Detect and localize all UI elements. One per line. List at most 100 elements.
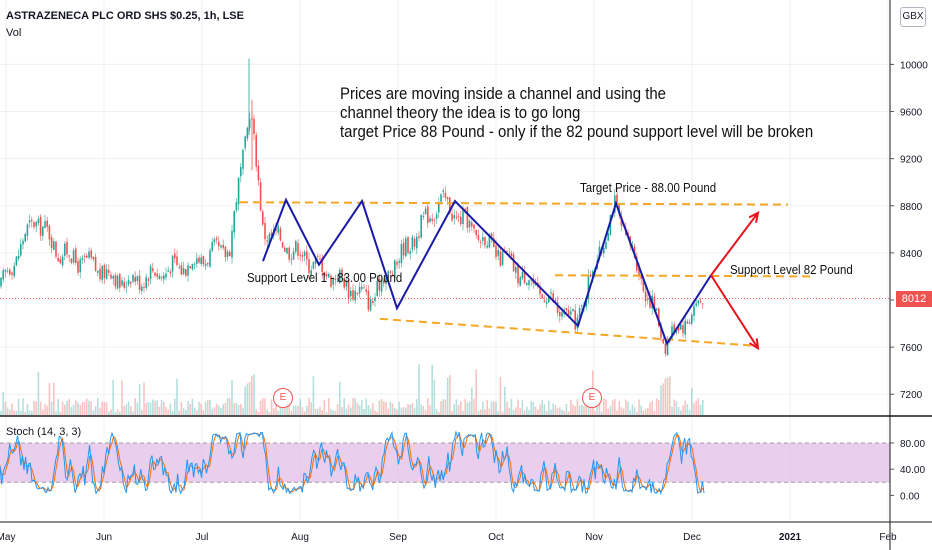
candle-body <box>570 311 572 315</box>
candle-body <box>31 219 33 222</box>
symbol-title[interactable]: ASTRAZENECA PLC ORD SHS $0.25, 1h, LSE <box>6 10 244 22</box>
volume-bar <box>479 409 482 415</box>
candle-body <box>119 273 121 288</box>
candle-body <box>385 274 387 284</box>
candle-body <box>638 268 640 277</box>
volume-bar <box>495 401 497 415</box>
volume-bar <box>675 401 678 415</box>
candle-body <box>409 251 411 254</box>
price-tick-label: 9600 <box>900 108 923 119</box>
price-candles <box>0 58 704 357</box>
candle-body <box>242 150 244 169</box>
candle-body <box>526 282 528 285</box>
candle-body <box>156 273 158 277</box>
candle-body <box>578 308 581 318</box>
volume-bar <box>244 386 246 415</box>
candle-body <box>9 269 11 275</box>
earnings-event-icon[interactable]: E <box>582 388 602 408</box>
volume-bar <box>493 401 495 415</box>
volume-bar <box>191 398 194 415</box>
candle-body <box>497 250 499 256</box>
candle-body <box>640 275 642 279</box>
candle-body <box>435 214 438 219</box>
volume-bar <box>521 399 524 415</box>
candle-body <box>460 216 462 225</box>
candle-body <box>224 246 227 258</box>
drawing-overlays <box>0 197 890 351</box>
volume-bar <box>312 376 315 415</box>
candle-body <box>402 242 405 256</box>
time-tick-label: Feb <box>879 532 897 543</box>
candle-body <box>369 299 372 311</box>
volume-bar <box>279 407 282 415</box>
candle-body <box>163 275 165 280</box>
candle-body <box>339 269 341 284</box>
candle-body <box>312 261 315 269</box>
candle-body <box>442 190 444 193</box>
stoch-label[interactable]: Stoch (14, 3, 3) <box>6 426 82 438</box>
volume-bar <box>409 404 411 415</box>
volume-bar <box>130 405 132 415</box>
volume-bar <box>548 400 550 415</box>
volume-bar <box>323 399 326 415</box>
candle-body <box>180 265 183 275</box>
volume-bar <box>530 401 532 415</box>
volume-bar <box>556 408 559 415</box>
support-level-1-label[interactable]: Support Level 1 - 83.00 Pound <box>247 270 403 285</box>
volume-bars <box>0 364 704 415</box>
candle-body <box>541 294 543 299</box>
candle-body <box>187 265 189 276</box>
volume-bar <box>86 398 88 415</box>
candle-body <box>244 136 246 148</box>
volume-bar <box>578 405 581 415</box>
volume-bar <box>253 374 255 415</box>
candle-body <box>367 290 370 310</box>
currency-button[interactable]: GBX <box>900 7 926 27</box>
volume-bar <box>92 410 95 415</box>
target-price-label[interactable]: Target Price - 88.00 Pound <box>580 180 717 195</box>
volume-bar <box>433 379 436 415</box>
candle-body <box>671 326 673 339</box>
volume-bar <box>666 377 669 415</box>
candle-body <box>235 202 238 211</box>
volume-bar <box>196 410 198 415</box>
volume-bar <box>215 403 218 415</box>
candle-body <box>37 218 40 223</box>
target-arrow <box>710 274 759 349</box>
candle-body <box>416 236 418 249</box>
support-level-82-label[interactable]: Support Level 82 Pound <box>730 262 853 277</box>
volume-bar <box>554 405 557 415</box>
volume-bar <box>55 411 57 415</box>
volume-bar <box>176 378 178 415</box>
candle-body <box>358 286 361 294</box>
volume-bar <box>664 378 667 415</box>
candle-body <box>495 245 497 258</box>
volume-bar <box>636 411 638 415</box>
time-tick-label: 2021 <box>779 532 802 543</box>
volume-bar <box>684 400 686 415</box>
volume-label[interactable]: Vol <box>6 27 22 39</box>
volume-bar <box>455 399 458 415</box>
volume-bar <box>257 411 260 415</box>
candle-body <box>323 271 326 276</box>
candle-body <box>200 257 202 265</box>
candle-body <box>361 286 363 289</box>
volume-bar <box>264 398 266 415</box>
candle-body <box>189 266 191 269</box>
volume-bar <box>154 400 156 415</box>
volume-bar <box>207 400 209 415</box>
candle-body <box>493 238 495 248</box>
candle-body <box>598 246 601 259</box>
idea-annotation[interactable]: Prices are moving inside a channel and u… <box>340 84 813 141</box>
volume-bar <box>642 410 645 415</box>
volume-bar <box>691 388 693 415</box>
candle-body <box>556 302 559 313</box>
volume-bar <box>561 409 563 415</box>
candle-body <box>191 263 194 270</box>
earnings-event-icon[interactable]: E <box>273 388 293 408</box>
price-tick-label: 10000 <box>900 60 928 71</box>
candle-body <box>405 238 407 257</box>
candle-body <box>72 250 75 263</box>
volume-bar <box>33 400 35 415</box>
